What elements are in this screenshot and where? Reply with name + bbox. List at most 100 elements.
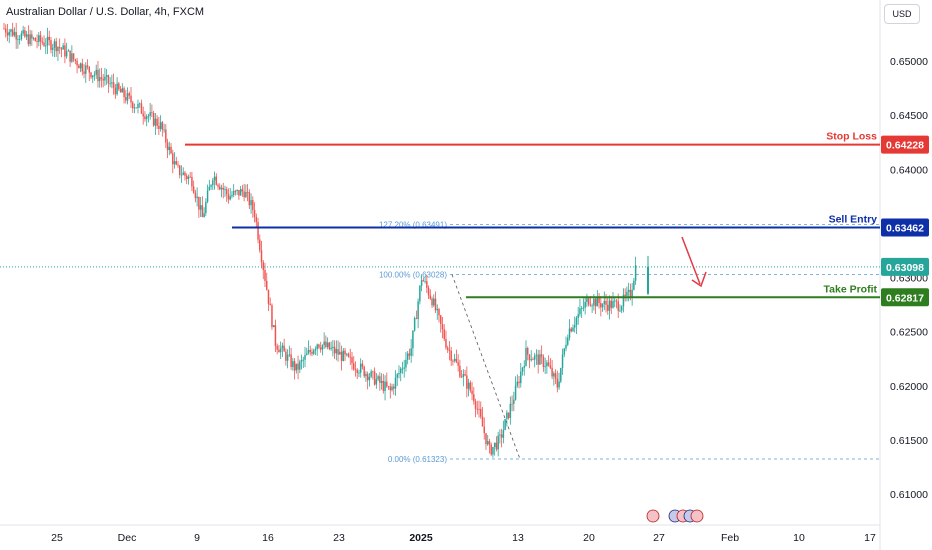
candle-body [601, 304, 604, 308]
candle-body [443, 329, 445, 339]
candle-body [354, 369, 357, 371]
candle-body [347, 353, 350, 357]
candle-body [426, 281, 428, 288]
candle-body [537, 354, 539, 365]
candle-body [182, 172, 184, 175]
candle-body [288, 354, 291, 356]
us-flag-icon[interactable] [690, 509, 704, 523]
candle-body [620, 306, 623, 311]
candle-body [257, 222, 259, 240]
candle-body [615, 300, 618, 302]
candle-body [208, 186, 211, 191]
candle-body [4, 28, 7, 33]
candle-body [253, 210, 256, 217]
candle-body [126, 93, 129, 101]
candle-body [403, 367, 405, 369]
candle-body [98, 77, 101, 82]
candle-body [389, 386, 392, 391]
candle-body [227, 194, 230, 200]
us-flag-icon[interactable] [646, 509, 660, 523]
currency-button[interactable]: USD [884, 4, 920, 24]
candle-body [455, 358, 458, 363]
candle-body [105, 75, 108, 77]
candle-body [149, 112, 151, 116]
fibonacci-extension[interactable]: 127.20% (0.63491) 100.00% (0.63028) 0.00% … [379, 220, 880, 464]
economic-events[interactable] [646, 509, 704, 523]
candle-body [241, 189, 244, 192]
candle-body [328, 342, 331, 349]
candle-body [441, 323, 444, 330]
candle-body [138, 103, 141, 105]
candle-body [391, 386, 393, 391]
candle-body [236, 189, 238, 191]
candle-body [91, 75, 94, 78]
candle-body [429, 295, 432, 299]
candle-body [151, 112, 153, 114]
time-tick-label: 9 [194, 532, 200, 544]
candle-body [438, 309, 440, 316]
candle-body [453, 358, 456, 361]
candle-body [133, 107, 136, 109]
candle-body [493, 442, 496, 447]
candle-body [206, 190, 209, 202]
candle-body [553, 373, 555, 377]
candle-body [100, 77, 103, 79]
candle-body [83, 71, 85, 74]
candle-body [78, 65, 80, 69]
candle-body [72, 53, 75, 60]
candle-body [627, 289, 630, 292]
candle-body [57, 46, 59, 52]
candle-body [232, 190, 235, 196]
candle-body [27, 34, 30, 45]
candle-body [180, 174, 183, 176]
level-label-take-profit: Take Profit [824, 283, 878, 295]
candle-body [582, 307, 585, 309]
candle-body [358, 372, 360, 374]
candle-body [516, 381, 519, 386]
arrow-shaft [681, 236, 701, 285]
candle-body [8, 31, 10, 36]
candle-body [565, 344, 567, 349]
candle-body [596, 296, 599, 307]
forecast-arrow[interactable] [681, 236, 707, 288]
candlestick-series [3, 22, 649, 458]
candle-body [283, 345, 285, 352]
candle-body [563, 348, 566, 355]
candle-body [191, 176, 193, 187]
candle-body [591, 305, 593, 307]
candle-body [286, 354, 289, 361]
candle-body [633, 280, 635, 290]
candle-body [217, 184, 219, 187]
candle-body [396, 374, 398, 378]
candle-body [450, 350, 452, 361]
candle-body [215, 176, 218, 185]
candle-body [22, 30, 24, 34]
candle-body [419, 285, 421, 302]
candle-body [401, 368, 404, 370]
candle-body [542, 356, 545, 367]
trade-levels[interactable]: Stop Loss 0.64228 Sell Entry 0.63462 Take Pr… [185, 131, 929, 307]
level-label-stop-loss: Stop Loss [826, 131, 877, 143]
candle-body [540, 354, 543, 357]
candle-body [363, 366, 365, 377]
candle-body [281, 345, 284, 349]
level-price-label: 0.63462 [886, 222, 924, 234]
candle-body [626, 291, 628, 296]
candle-body [36, 41, 38, 42]
candle-body [86, 65, 89, 67]
candle-body [229, 196, 231, 200]
candle-body [135, 107, 137, 109]
candle-body [520, 371, 522, 384]
chart-title: Australian Dollar / U.S. Dollar, 4h, FXC… [6, 6, 205, 18]
candle-body [264, 269, 266, 281]
candle-body [556, 378, 559, 388]
candle-body [533, 355, 536, 360]
candle-body [431, 298, 433, 306]
time-tick-label: 13 [512, 532, 524, 544]
candle-body [339, 351, 341, 355]
candle-body [492, 446, 494, 455]
candle-body [624, 294, 626, 296]
candle-body [613, 300, 616, 302]
candle-body [325, 341, 327, 347]
